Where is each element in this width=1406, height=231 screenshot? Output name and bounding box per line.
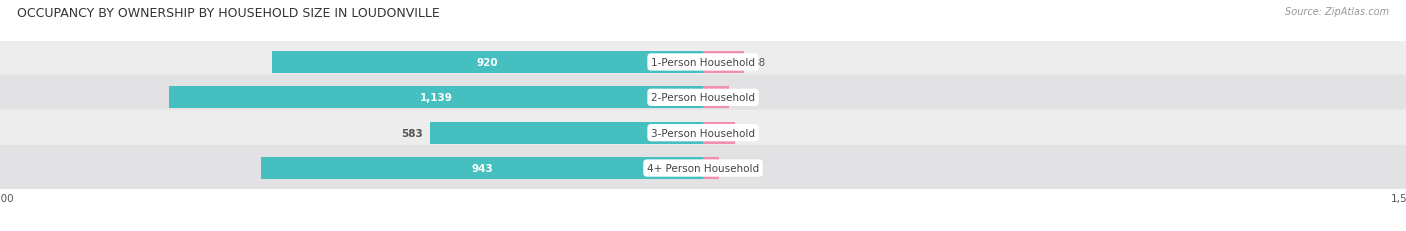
Text: 3-Person Household: 3-Person Household xyxy=(651,128,755,138)
Bar xyxy=(703,157,718,179)
FancyBboxPatch shape xyxy=(0,110,1406,156)
Text: OCCUPANCY BY OWNERSHIP BY HOUSEHOLD SIZE IN LOUDONVILLE: OCCUPANCY BY OWNERSHIP BY HOUSEHOLD SIZE… xyxy=(17,7,440,20)
Bar xyxy=(703,52,744,74)
Text: 583: 583 xyxy=(401,128,423,138)
Text: 68: 68 xyxy=(744,128,756,138)
Text: 943: 943 xyxy=(471,163,494,173)
FancyBboxPatch shape xyxy=(0,40,1406,86)
Bar xyxy=(703,87,728,109)
Text: Source: ZipAtlas.com: Source: ZipAtlas.com xyxy=(1285,7,1389,17)
Bar xyxy=(430,122,703,144)
Text: 34: 34 xyxy=(727,163,741,173)
Bar xyxy=(169,87,703,109)
FancyBboxPatch shape xyxy=(0,145,1406,191)
Text: 2-Person Household: 2-Person Household xyxy=(651,93,755,103)
Text: 55: 55 xyxy=(737,93,751,103)
Text: 88: 88 xyxy=(752,58,766,68)
Bar xyxy=(703,122,735,144)
FancyBboxPatch shape xyxy=(0,75,1406,121)
Text: 1-Person Household: 1-Person Household xyxy=(651,58,755,68)
Bar xyxy=(262,157,703,179)
Text: 920: 920 xyxy=(477,58,498,68)
Text: 4+ Person Household: 4+ Person Household xyxy=(647,163,759,173)
Text: 1,139: 1,139 xyxy=(419,93,453,103)
Bar xyxy=(271,52,703,74)
